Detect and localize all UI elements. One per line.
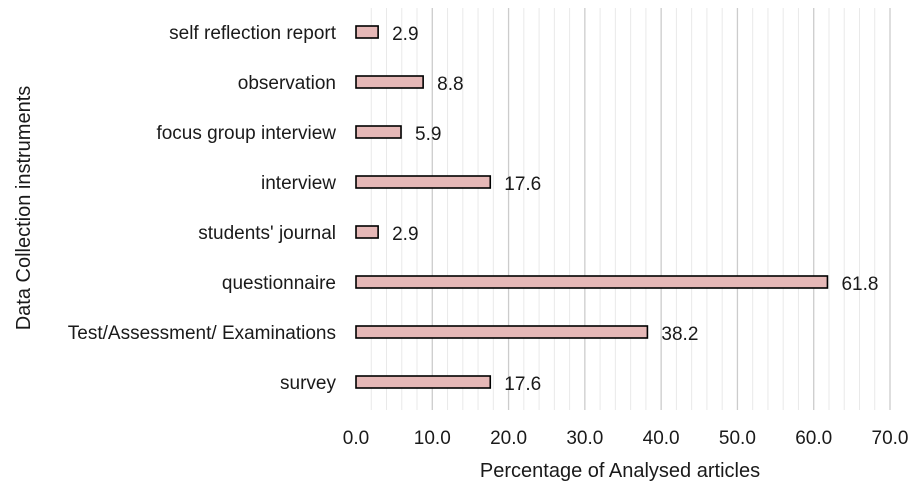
x-tick-label: 60.0 (795, 428, 832, 449)
data-label: 17.6 (504, 374, 541, 395)
bar (355, 275, 829, 289)
x-tick-label: 40.0 (643, 428, 680, 449)
data-label: 5.9 (415, 124, 441, 145)
value-labels: 2.9 8.8 5.9 17.6 2.9 61.8 38.2 17.6 (392, 24, 878, 395)
x-tick-label: 20.0 (490, 428, 527, 449)
data-label: 38.2 (661, 324, 698, 345)
category-label: focus group interview (156, 123, 336, 144)
bar (355, 325, 649, 339)
category-label: survey (280, 373, 336, 394)
bar (355, 25, 379, 39)
category-label: observation (238, 73, 336, 94)
bar (355, 75, 424, 89)
bars-layer (355, 25, 829, 389)
bar (355, 375, 492, 389)
category-label: self reflection report (169, 23, 337, 44)
category-label: students' journal (198, 223, 336, 244)
x-tick-label: 0.0 (343, 428, 369, 449)
data-label: 2.9 (392, 24, 418, 45)
category-label: interview (261, 173, 336, 194)
data-label: 17.6 (504, 174, 541, 195)
x-tick-labels: 0.0 10.0 20.0 30.0 40.0 50.0 60.0 70.0 (343, 428, 909, 449)
data-label: 2.9 (392, 224, 418, 245)
data-label: 61.8 (841, 274, 878, 295)
x-tick-label: 70.0 (872, 428, 909, 449)
bar (355, 225, 379, 239)
x-tick-label: 10.0 (414, 428, 451, 449)
grid-layer (370, 8, 891, 410)
bar (355, 125, 402, 139)
x-tick-label: 30.0 (566, 428, 603, 449)
category-label: questionnaire (222, 273, 336, 294)
category-labels: self reflection report observation focus g… (68, 23, 337, 394)
category-label: Test/Assessment/ Examinations (68, 323, 336, 344)
x-tick-label: 50.0 (719, 428, 756, 449)
y-axis-title: Data Collection instruments (13, 86, 35, 331)
x-axis-title: Percentage of Analysed articles (480, 460, 760, 482)
bar (355, 175, 492, 189)
data-label: 8.8 (437, 74, 463, 95)
